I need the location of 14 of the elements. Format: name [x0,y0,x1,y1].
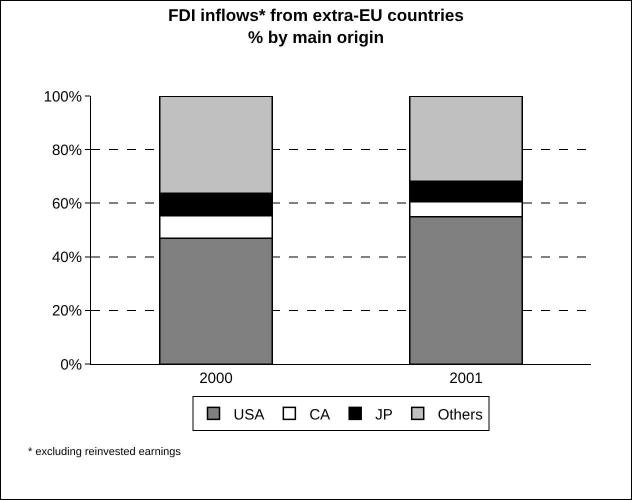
y-tick-label: 40% [52,249,82,266]
chart-title: FDI inflows* from extra-EU countries % by main origin [168,6,464,48]
y-tick-label: 60% [52,195,82,212]
legend-label: JP [375,406,393,424]
y-tick-label: 100% [44,88,82,106]
y-tick-label: 80% [52,142,82,159]
legend-label: Others [438,406,483,424]
y-tick-label: 0% [60,356,82,374]
legend-label: CA [309,406,330,424]
y-tick-label: 20% [52,302,82,320]
x-tick-label: 2000 [199,370,233,387]
legend-label: USA [234,406,264,424]
text: * excluding reinvested earnings [28,446,182,458]
x-tick-label: 2001 [449,370,483,387]
